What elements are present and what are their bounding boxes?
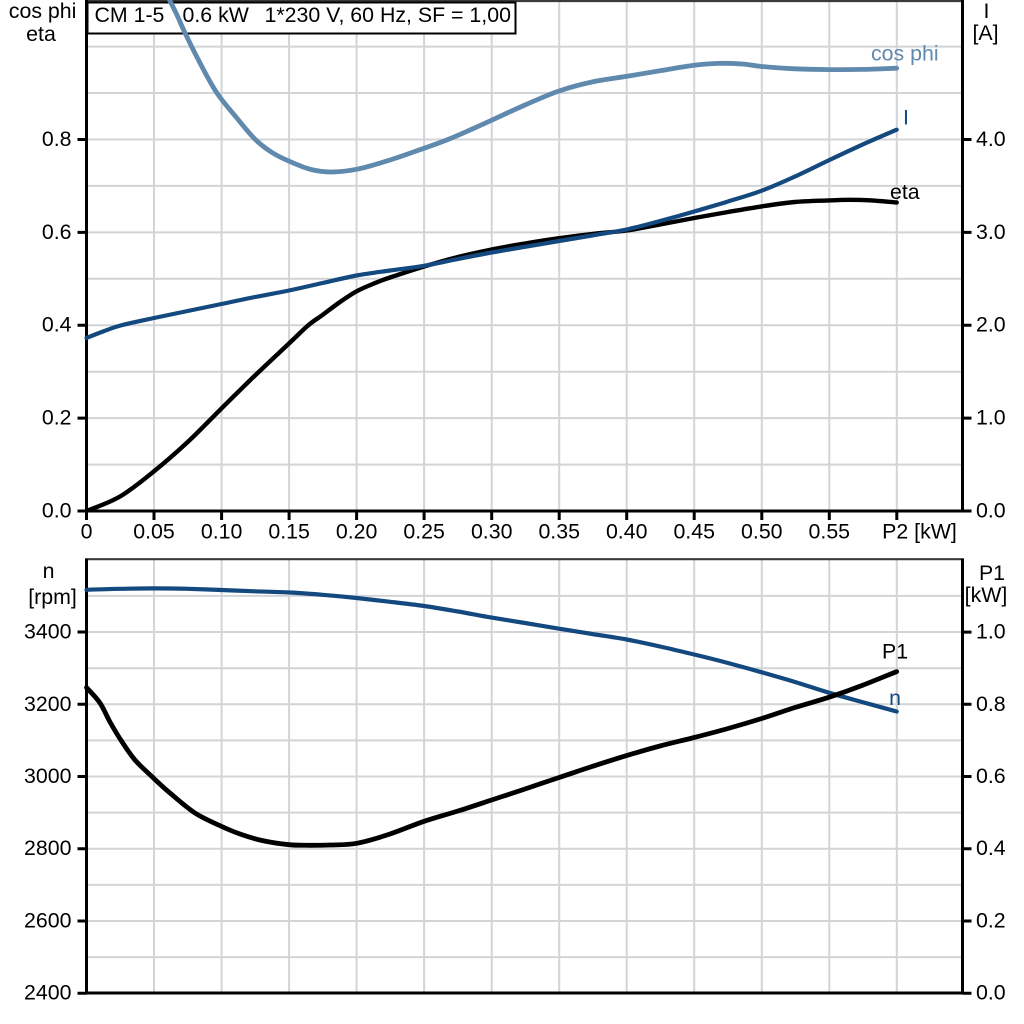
svg-text:0.6: 0.6 — [42, 220, 72, 244]
svg-text:2400: 2400 — [24, 981, 72, 1005]
svg-text:2.0: 2.0 — [976, 313, 1006, 337]
svg-text:cos phi: cos phi — [9, 0, 77, 23]
svg-text:0.6 kW: 0.6 kW — [183, 3, 250, 27]
svg-text:P2 [kW]: P2 [kW] — [882, 520, 957, 544]
svg-text:eta: eta — [890, 180, 920, 204]
svg-text:I: I — [984, 0, 990, 23]
svg-text:1*230 V, 60 Hz, SF = 1,00: 1*230 V, 60 Hz, SF = 1,00 — [265, 3, 512, 27]
svg-text:0.10: 0.10 — [201, 520, 243, 544]
svg-text:0.6: 0.6 — [976, 764, 1006, 788]
svg-text:1.0: 1.0 — [976, 406, 1006, 430]
svg-text:4.0: 4.0 — [976, 127, 1006, 151]
svg-text:3400: 3400 — [24, 620, 72, 644]
svg-text:0.4: 0.4 — [976, 836, 1006, 860]
svg-text:0.4: 0.4 — [42, 313, 72, 337]
svg-text:0.0: 0.0 — [42, 499, 72, 523]
svg-text:P1: P1 — [882, 640, 908, 664]
svg-text:0.05: 0.05 — [133, 520, 175, 544]
svg-text:CM 1-5: CM 1-5 — [95, 3, 165, 27]
svg-text:0.45: 0.45 — [673, 520, 715, 544]
svg-text:0.0: 0.0 — [976, 981, 1006, 1005]
svg-text:0.35: 0.35 — [538, 520, 580, 544]
svg-text:n: n — [43, 559, 55, 583]
svg-text:[rpm]: [rpm] — [28, 585, 77, 609]
svg-text:3.0: 3.0 — [976, 220, 1006, 244]
svg-text:n: n — [889, 686, 901, 710]
svg-text:0.55: 0.55 — [809, 520, 851, 544]
svg-text:I: I — [903, 106, 909, 130]
svg-text:3200: 3200 — [24, 692, 72, 716]
svg-text:[kW]: [kW] — [965, 583, 1008, 607]
svg-text:3000: 3000 — [24, 764, 72, 788]
svg-text:1.0: 1.0 — [976, 620, 1006, 644]
svg-text:cos phi: cos phi — [871, 42, 939, 66]
svg-text:0.25: 0.25 — [403, 520, 445, 544]
svg-text:2600: 2600 — [24, 909, 72, 933]
svg-text:2800: 2800 — [24, 836, 72, 860]
svg-text:0.0: 0.0 — [976, 499, 1006, 523]
svg-text:eta: eta — [26, 22, 56, 46]
svg-text:[A]: [A] — [972, 21, 998, 45]
svg-text:P1: P1 — [979, 561, 1005, 585]
svg-text:0.50: 0.50 — [741, 520, 783, 544]
svg-text:0.8: 0.8 — [976, 692, 1006, 716]
svg-text:0.40: 0.40 — [606, 520, 648, 544]
svg-text:0: 0 — [81, 520, 93, 544]
svg-text:0.2: 0.2 — [42, 406, 72, 430]
svg-text:0.20: 0.20 — [336, 520, 378, 544]
svg-text:0.30: 0.30 — [471, 520, 513, 544]
svg-text:0.8: 0.8 — [42, 127, 72, 151]
svg-text:0.15: 0.15 — [268, 520, 310, 544]
svg-text:0.2: 0.2 — [976, 909, 1006, 933]
